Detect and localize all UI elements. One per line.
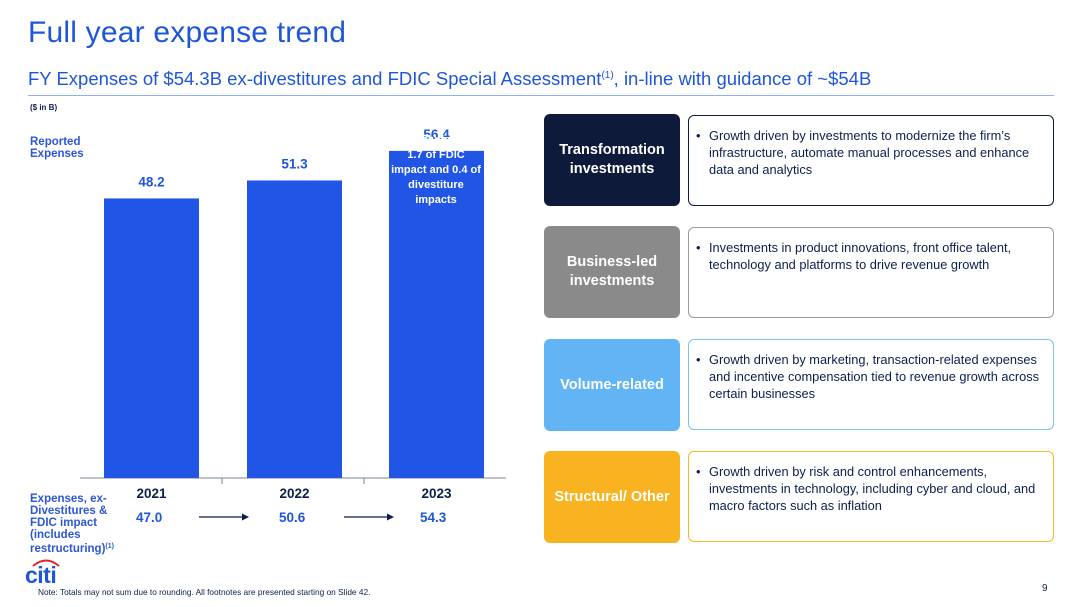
x-tick-label-2023: 2023 <box>421 486 452 501</box>
citi-logo: citi <box>25 562 57 588</box>
ex-div-value-2022: 50.6 <box>279 510 306 525</box>
footnote: Note: Totals may not sum due to rounding… <box>38 587 371 597</box>
x-tick-label-2021: 2021 <box>136 486 167 501</box>
expense-bar-chart: 48.2 2021 51.3 2022 56.4 2023 <box>80 127 506 501</box>
subtitle-footnote-marker: (1) <box>601 70 614 81</box>
ex-divestitures-label-text: Expenses, ex-Divestitures & FDIC impact … <box>30 493 108 555</box>
bar-2023 <box>389 150 484 478</box>
bullet-icon: • <box>696 128 701 143</box>
x-tick-label-2022: 2022 <box>279 486 309 501</box>
bar-value-label-2021: 48.2 <box>138 174 164 189</box>
bar-2022 <box>247 180 342 478</box>
driver-desc-business-led: • Investments in product innovations, fro… <box>688 227 1054 318</box>
driver-label-business-led: Business-led investments <box>544 226 680 318</box>
bar-value-label-2022: 51.3 <box>281 156 308 171</box>
includes-note-body: 1.7 of FDIC impact and 0.4 of divestitur… <box>391 149 481 206</box>
ex-div-value-2023: 54.3 <box>420 510 447 525</box>
subtitle-divider <box>28 95 1054 96</box>
ex-divestitures-footnote-marker: (1) <box>105 543 114 550</box>
driver-desc-text: Growth driven by risk and control enhanc… <box>709 464 1036 513</box>
citi-logo-arc-icon <box>32 559 60 567</box>
bullet-icon: • <box>696 352 701 367</box>
bar-2021 <box>104 198 199 478</box>
subtitle-main: FY Expenses of $54.3B ex-divestitures an… <box>28 68 602 89</box>
includes-note: Includes: 1.7 of FDIC impact and 0.4 of … <box>389 133 483 208</box>
driver-desc-structural: • Growth driven by risk and control enhan… <box>688 451 1054 542</box>
driver-label-structural: Structural/ Other <box>544 451 680 543</box>
reported-expenses-label: Reported Expenses <box>30 136 84 160</box>
arrow-icon <box>199 513 249 521</box>
bullet-icon: • <box>696 464 701 479</box>
page-subtitle: FY Expenses of $54.3B ex-divestitures an… <box>28 68 871 90</box>
ex-divestitures-label: Expenses, ex-Divestitures & FDIC impact … <box>30 493 130 555</box>
driver-desc-volume: • Growth driven by marketing, transaction… <box>688 339 1054 430</box>
unit-label: ($ in B) <box>30 103 58 112</box>
driver-desc-text: Investments in product innovations, fron… <box>709 240 1012 272</box>
driver-label-volume: Volume-related <box>544 339 680 431</box>
bar-value-label-2023: 56.4 <box>423 127 450 142</box>
driver-desc-text: Growth driven by investments to moderniz… <box>709 128 1030 177</box>
driver-label-transformation: Transformation investments <box>544 114 680 206</box>
subtitle-tail: , in-line with guidance of ~$54B <box>613 68 872 89</box>
arrow-icon <box>344 513 394 521</box>
driver-desc-text: Growth driven by marketing, transaction-… <box>709 352 1040 401</box>
ex-div-value-2021: 47.0 <box>136 510 163 525</box>
driver-desc-transformation: • Growth driven by investments to moderni… <box>688 115 1054 206</box>
bullet-icon: • <box>696 240 701 255</box>
page-number: 9 <box>1042 583 1048 594</box>
page-title: Full year expense trend <box>28 16 347 49</box>
includes-note-heading: Includes: <box>411 134 461 146</box>
